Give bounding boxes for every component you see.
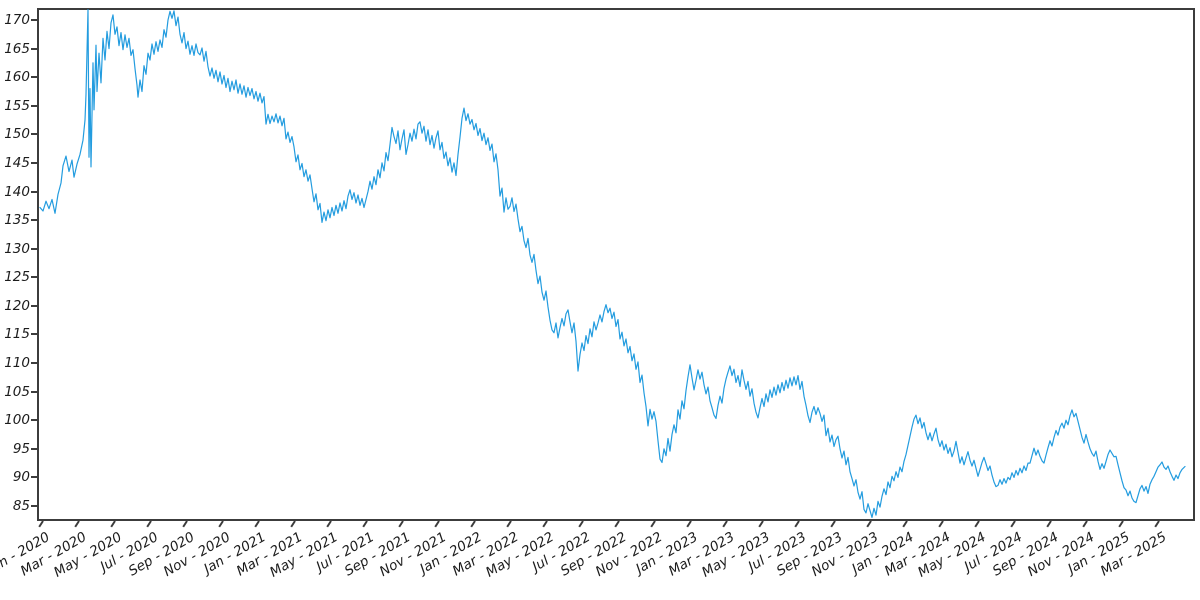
x-tick-mark [74, 520, 80, 528]
x-tick-mark [758, 520, 764, 528]
x-tick-mark [614, 520, 620, 528]
y-tick-label: 155 [4, 97, 30, 114]
x-tick-mark [1046, 520, 1052, 528]
x-tick-mark [794, 520, 800, 528]
y-tick-mark [31, 47, 37, 50]
x-tick-mark [146, 520, 152, 528]
x-tick-mark [938, 520, 944, 528]
y-tick-mark [31, 333, 37, 336]
y-tick-label: 95 [12, 440, 30, 457]
x-tick-mark [38, 520, 44, 528]
y-tick-label: 85 [12, 497, 30, 514]
y-tick-mark [31, 19, 37, 21]
y-tick-label: 125 [4, 269, 30, 286]
y-tick-mark [31, 504, 37, 507]
x-tick-mark [1118, 520, 1124, 528]
x-tick-mark [1154, 520, 1160, 528]
y-tick-label: 115 [4, 326, 30, 343]
x-tick-mark [578, 520, 584, 528]
x-tick-mark [290, 520, 296, 528]
y-tick-label: 140 [4, 183, 30, 200]
x-tick-mark [506, 520, 512, 528]
x-tick-mark [218, 520, 224, 528]
x-tick-mark [110, 520, 116, 528]
y-tick-mark [31, 219, 37, 222]
y-tick-label: 165 [4, 40, 30, 57]
x-tick-mark [362, 520, 368, 528]
y-tick-mark [31, 161, 37, 164]
y-tick-mark [31, 104, 37, 107]
y-tick-mark [31, 190, 37, 193]
x-tick-mark [182, 520, 188, 528]
x-tick-mark [254, 520, 260, 528]
x-tick-mark [974, 520, 980, 528]
x-tick-mark [722, 520, 728, 528]
x-tick-mark [1082, 520, 1088, 528]
x-tick-mark [470, 520, 476, 528]
y-tick-label: 135 [4, 212, 30, 229]
y-tick-mark [31, 390, 37, 393]
y-tick-label: 160 [4, 69, 30, 86]
y-tick-mark [31, 276, 37, 279]
y-tick-label: 120 [4, 297, 30, 314]
y-tick-mark [31, 247, 37, 250]
x-tick-mark [1010, 520, 1016, 528]
x-tick-mark [686, 520, 692, 528]
y-tick-label: 105 [4, 383, 30, 400]
y-tick-mark [31, 362, 37, 365]
y-tick-label: 130 [4, 240, 30, 257]
y-tick-mark [31, 133, 37, 136]
x-tick-mark [830, 520, 836, 528]
x-tick-mark [902, 520, 908, 528]
x-tick-mark [398, 520, 404, 528]
x-tick-mark [542, 520, 548, 528]
y-tick-mark [31, 76, 37, 79]
x-tick-mark [866, 520, 872, 528]
y-tick-label: 150 [4, 126, 30, 143]
plot-area-frame [37, 8, 1195, 521]
y-tick-mark [31, 419, 37, 422]
y-tick-label: 145 [4, 154, 30, 171]
y-tick-label: 170 [4, 12, 30, 28]
x-tick-mark [434, 520, 440, 528]
y-tick-mark [31, 447, 37, 450]
y-tick-label: 100 [4, 412, 30, 429]
x-tick-mark [650, 520, 656, 528]
y-tick-mark [31, 304, 37, 307]
y-tick-label: 90 [12, 469, 30, 486]
y-tick-mark [31, 476, 37, 479]
x-tick-mark [326, 520, 332, 528]
y-tick-label: 110 [4, 355, 30, 372]
